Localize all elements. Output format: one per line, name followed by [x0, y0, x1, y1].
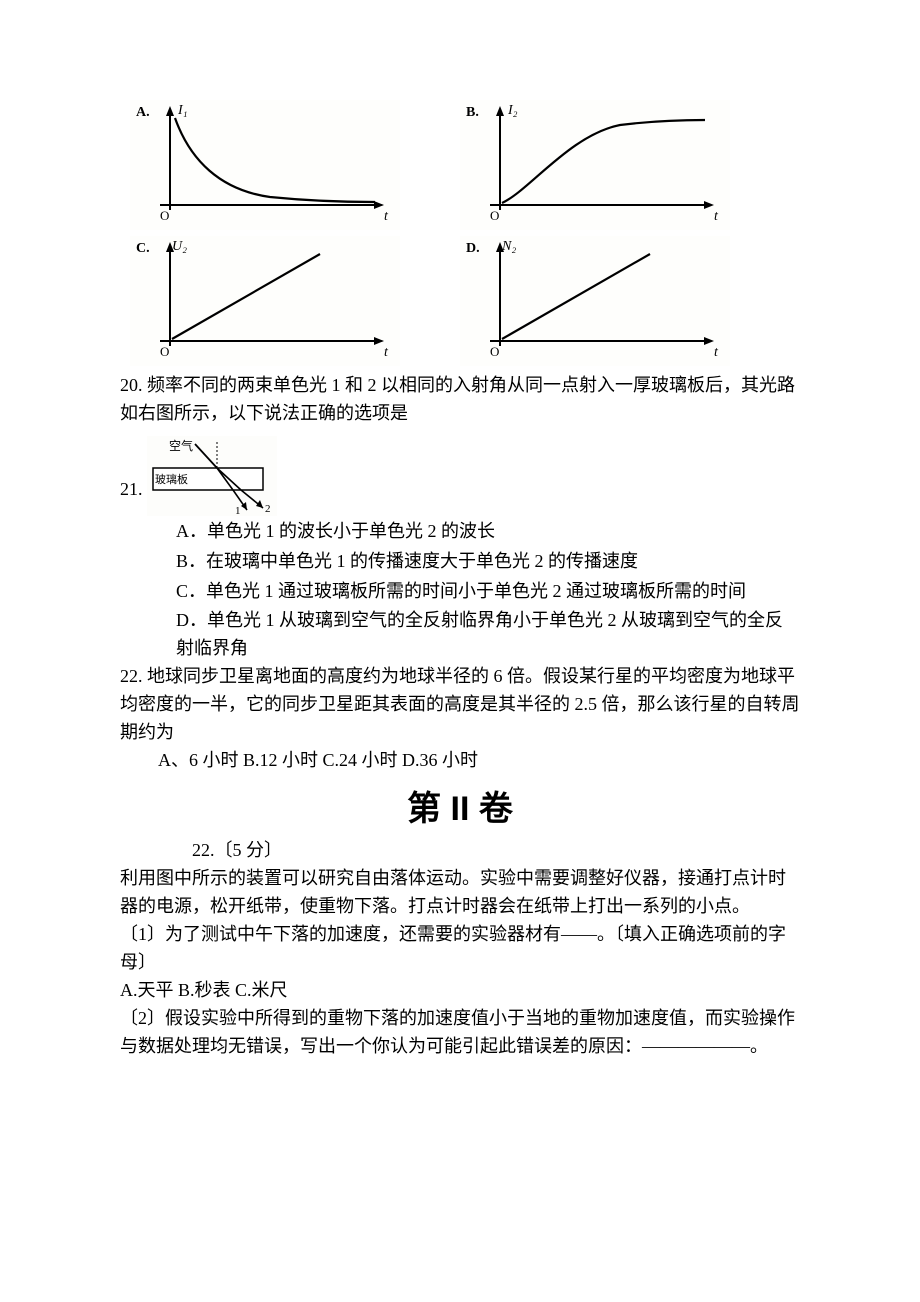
q20-option-C: C．单色光 1 通过玻璃板所需的时间小于单色光 2 通过玻璃板所需的时间	[176, 578, 800, 606]
question-20: 20. 频率不同的两束单色光 1 和 2 以相同的入射角从同一点射入一厚玻璃板后…	[120, 372, 800, 428]
air-label: 空气	[169, 438, 193, 453]
graph-D: D. N₂ O t	[460, 236, 730, 366]
q22b-part1: 〔1〕为了测试中午下落的加速度，还需要的实验器材有——。〔填入正确选项前的字母〕	[120, 921, 800, 977]
graph-C-ylabel: U₂	[172, 239, 187, 254]
q20-text: 频率不同的两束单色光 1 和 2 以相同的入射角从同一点射入一厚玻璃板后，其光路…	[120, 375, 795, 423]
graph-A-label: A.	[136, 105, 150, 120]
graph-row-2: C. U₂ O t D. N₂ O t	[130, 236, 800, 366]
q20-option-D: D．单色光 1 从玻璃到空气的全反射临界角小于单色光 2 从玻璃到空气的全反射临…	[176, 607, 800, 663]
question-22: 22. 地球同步卫星离地面的高度约为地球半径的 6 倍。假设某行星的平均密度为地…	[120, 663, 800, 775]
page-root: A. I₁ O t B. I₂ O t	[0, 0, 920, 1121]
graph-B-ylabel: I₂	[507, 103, 518, 118]
section-2-title: 第 II 卷	[120, 783, 800, 836]
q22b-part2: 〔2〕假设实验中所得到的重物下落的加速度值小于当地的重物加速度值，而实验操作与数…	[120, 1005, 800, 1061]
graph-B: B. I₂ O t	[460, 100, 730, 230]
graph-B-label: B.	[466, 105, 479, 120]
q22b-options1: A.天平 B.秒表 C.米尺	[120, 977, 800, 1005]
q21-row: 21. 空气 玻璃板 1 2	[120, 436, 800, 516]
q20-option-B: B．在玻璃中单色光 1 的传播速度大于单色光 2 的传播速度	[176, 548, 800, 576]
q22-number: 22.	[120, 663, 143, 691]
ray2-label: 2	[265, 503, 271, 515]
graph-D-label: D.	[466, 241, 480, 256]
q21-number: 21.	[120, 476, 143, 504]
graph-D-origin: O	[490, 344, 499, 359]
glass-label: 玻璃板	[155, 472, 188, 486]
graph-C-origin: O	[160, 344, 169, 359]
refraction-diagram: 空气 玻璃板 1 2	[147, 436, 277, 516]
graph-A: A. I₁ O t	[130, 100, 400, 230]
q20-options: A．单色光 1 的波长小于单色光 2 的波长 B．在玻璃中单色光 1 的传播速度…	[176, 518, 800, 663]
graph-B-origin: O	[490, 208, 499, 223]
graph-C: C. U₂ O t	[130, 236, 400, 366]
graph-A-origin: O	[160, 208, 169, 223]
q20-option-A: A．单色光 1 的波长小于单色光 2 的波长	[176, 518, 800, 546]
q22b-intro: 利用图中所示的装置可以研究自由落体运动。实验中需要调整好仪器，接通打点计时器的电…	[120, 865, 800, 921]
ray1-label: 1	[235, 505, 241, 516]
question-22b: 22.〔5 分〕 利用图中所示的装置可以研究自由落体运动。实验中需要调整好仪器，…	[120, 837, 800, 1060]
q22-options: A、6 小时 B.12 小时 C.24 小时 D.36 小时	[158, 747, 800, 775]
graph-row-1: A. I₁ O t B. I₂ O t	[130, 100, 800, 230]
q20-number: 20.	[120, 372, 143, 400]
q22-text: 地球同步卫星离地面的高度约为地球半径的 6 倍。假设某行星的平均密度为地球平均密…	[120, 666, 800, 742]
q22b-header: 22.〔5 分〕	[156, 837, 800, 865]
graph-A-ylabel: I₁	[177, 103, 188, 118]
graph-C-label: C.	[136, 241, 150, 256]
